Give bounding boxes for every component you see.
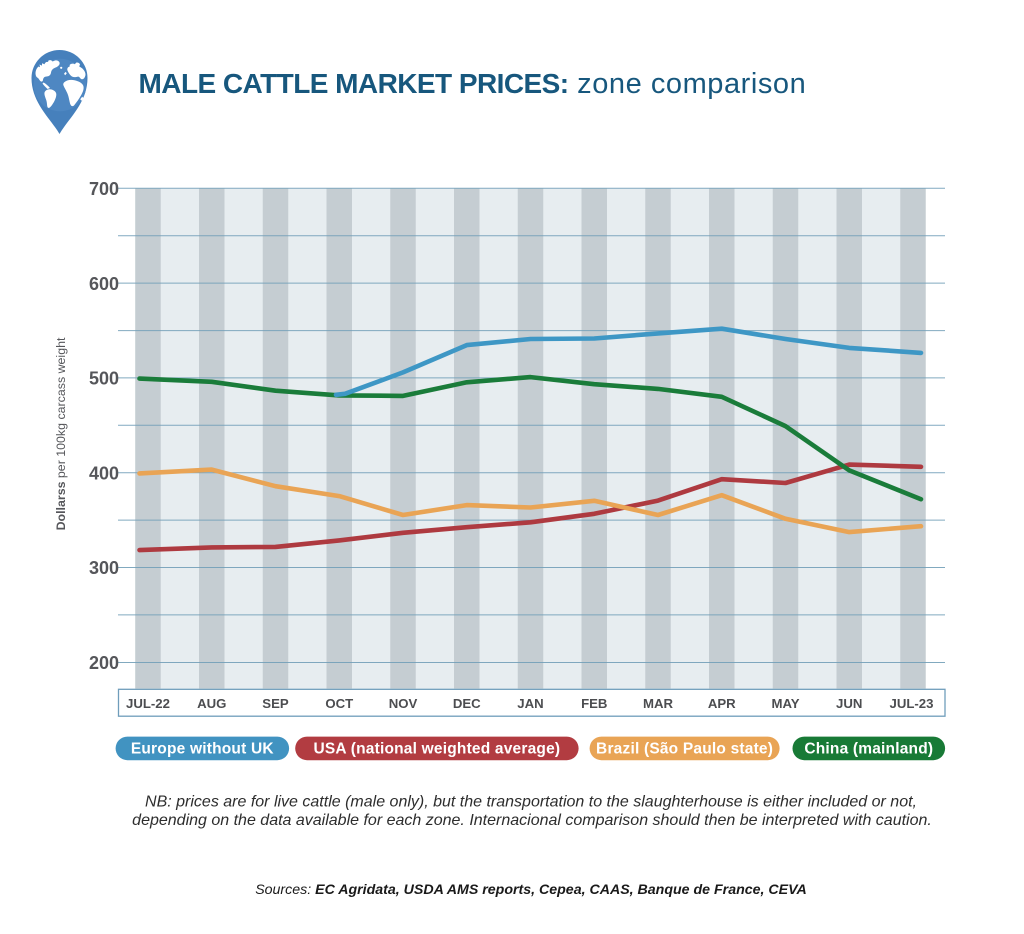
svg-text:500: 500 (89, 369, 119, 389)
svg-text:NB: prices are for live cattle: NB: prices are for live cattle (male onl… (145, 794, 917, 811)
svg-text:600: 600 (89, 274, 119, 294)
svg-text:JUN: JUN (836, 696, 862, 711)
svg-text:MAY: MAY (771, 696, 799, 711)
svg-text:AUG: AUG (197, 696, 226, 711)
svg-text:MAR: MAR (643, 696, 674, 711)
svg-text:200: 200 (89, 653, 119, 673)
svg-text:700: 700 (89, 179, 119, 199)
svg-text:FEB: FEB (581, 696, 607, 711)
svg-text:Sources: EC Agridata, USDA AMS: Sources: EC Agridata, USDA AMS reports, … (255, 882, 807, 898)
svg-text:Dollarss per 100kg carcass wei: Dollarss per 100kg carcass weight (54, 337, 68, 530)
svg-text:depending on the data availabl: depending on the data available for each… (132, 812, 932, 829)
svg-text:DEC: DEC (453, 696, 481, 711)
svg-text:JUL-22: JUL-22 (126, 696, 170, 711)
svg-text:OCT: OCT (325, 696, 353, 711)
svg-text:SEP: SEP (262, 696, 289, 711)
svg-text:China (mainland): China (mainland) (804, 741, 933, 758)
svg-text:400: 400 (89, 463, 119, 483)
svg-text:JUL-23: JUL-23 (890, 696, 934, 711)
svg-text:Europe without UK: Europe without UK (131, 741, 274, 758)
svg-text:300: 300 (89, 558, 119, 578)
svg-text:Brazil (São Paulo state): Brazil (São Paulo state) (596, 741, 773, 758)
svg-text:NOV: NOV (389, 696, 418, 711)
svg-text:MALE CATTLE MARKET PRICES: zon: MALE CATTLE MARKET PRICES: zone comparis… (139, 68, 807, 100)
svg-text:APR: APR (708, 696, 736, 711)
svg-text:USA (national weighted average: USA (national weighted average) (314, 741, 561, 758)
svg-text:JAN: JAN (517, 696, 543, 711)
